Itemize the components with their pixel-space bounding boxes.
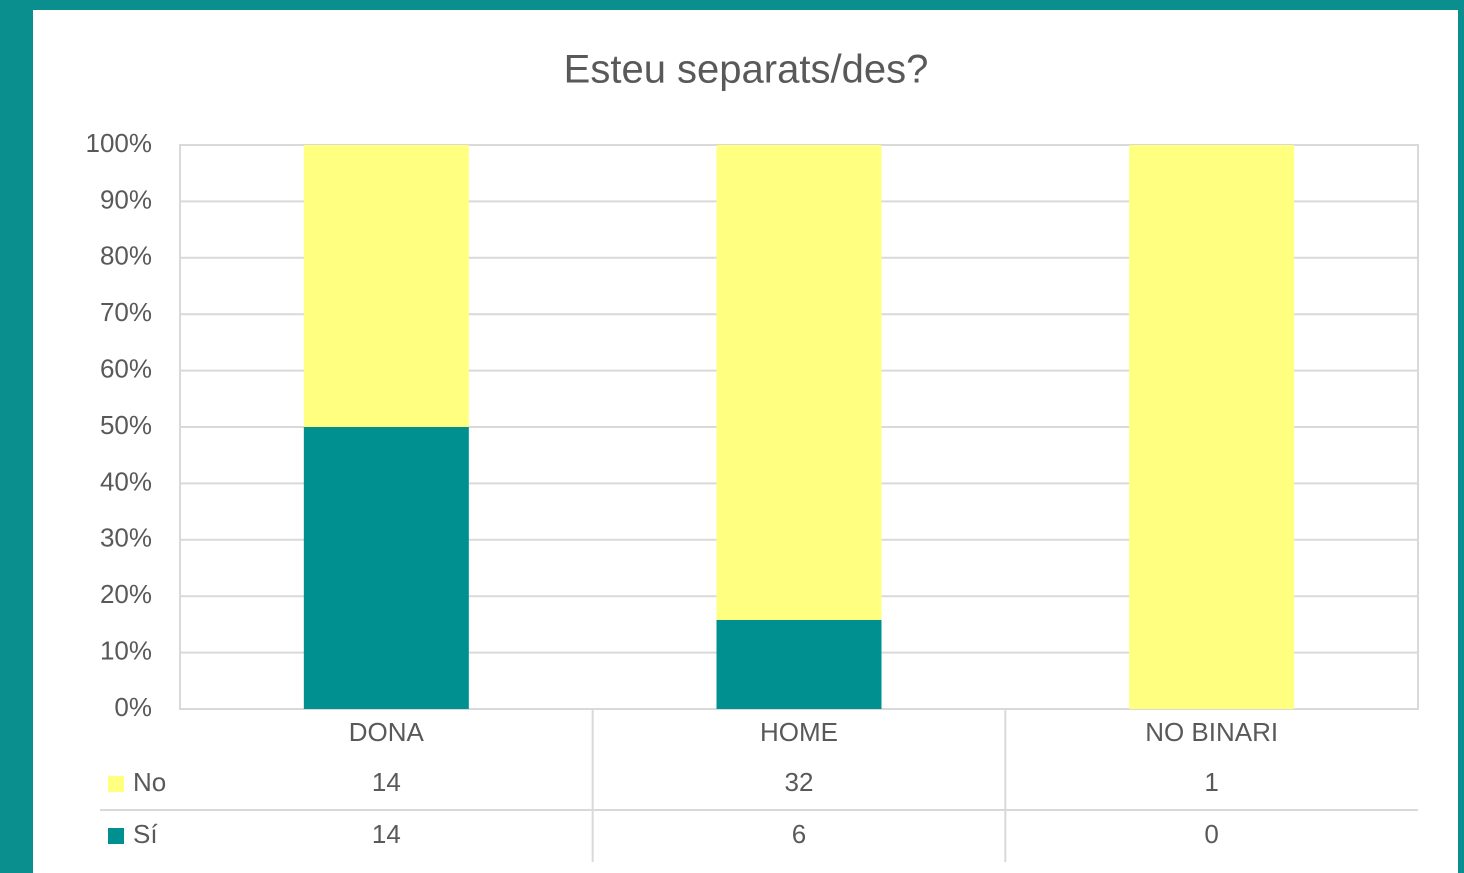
y-tick-label: 60% xyxy=(100,353,152,383)
table-value: 6 xyxy=(792,819,806,849)
y-tick-label: 80% xyxy=(100,241,152,271)
bar-segment xyxy=(716,145,882,620)
y-tick-label: 50% xyxy=(100,410,152,440)
table-value: 32 xyxy=(785,767,814,797)
y-tick-label: 30% xyxy=(100,523,152,553)
legend-key xyxy=(108,828,124,844)
bar-segment xyxy=(303,145,469,427)
x-tick-label: HOME xyxy=(760,717,838,747)
y-tick-label: 10% xyxy=(100,635,152,665)
x-tick-label: NO BINARI xyxy=(1145,717,1278,747)
chart-title: Esteu separats/des? xyxy=(564,48,929,92)
y-tick-label: 100% xyxy=(86,128,153,158)
y-tick-label: 40% xyxy=(100,466,152,496)
table-value: 14 xyxy=(372,819,401,849)
y-tick-label: 0% xyxy=(114,692,152,722)
table-value: 14 xyxy=(372,767,401,797)
y-tick-label: 90% xyxy=(100,184,152,214)
table-value: 0 xyxy=(1204,819,1218,849)
legend-label: No xyxy=(133,767,166,797)
y-tick-label: 20% xyxy=(100,579,152,609)
y-tick-label: 70% xyxy=(100,297,152,327)
x-tick-label: DONA xyxy=(349,717,425,747)
bar-segment xyxy=(303,427,469,709)
bar-segment xyxy=(1129,145,1295,709)
bar-segment xyxy=(716,619,882,709)
legend-label: Sí xyxy=(133,819,158,849)
legend-key xyxy=(108,776,124,792)
table-value: 1 xyxy=(1204,767,1218,797)
